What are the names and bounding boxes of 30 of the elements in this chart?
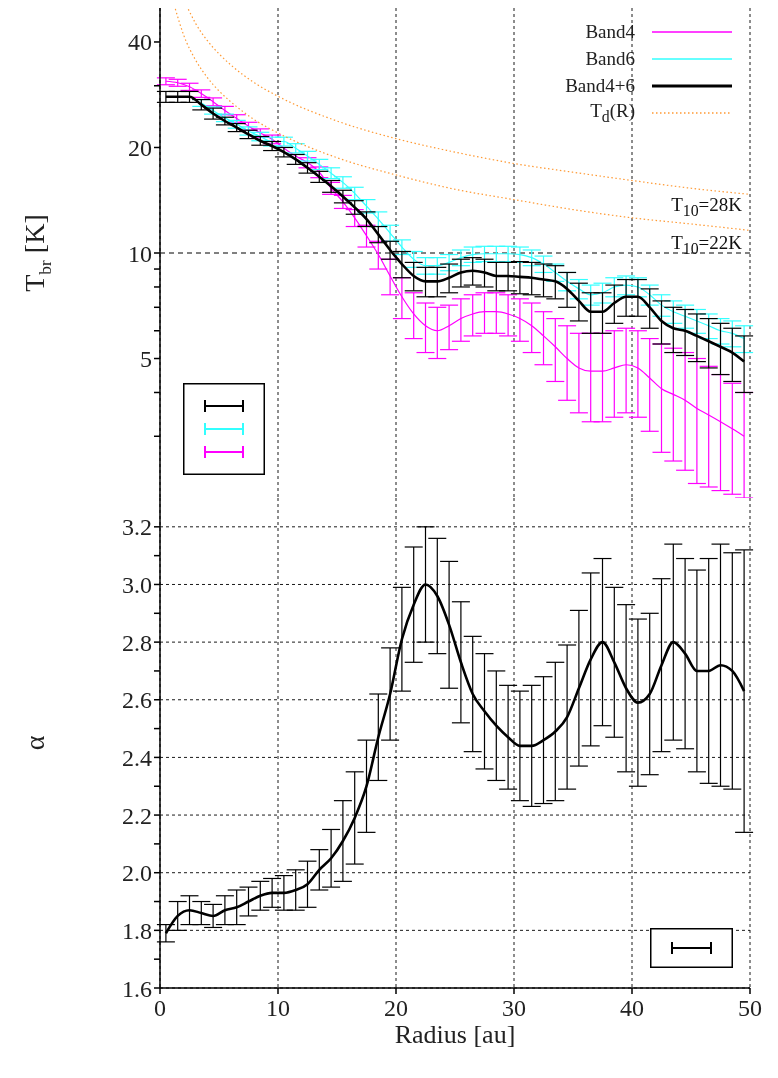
annotation: T$_{10}$=28K [671,194,742,220]
y-tick-label: 2.2 [122,802,152,829]
y-axis-title: α [19,735,51,751]
legend-label: T$_{d}$(R) [590,99,635,126]
y-tick-label: 20 [128,135,152,161]
x-tick-label: 20 [384,995,408,1021]
x-tick-label: 40 [620,995,644,1021]
y-tick-label: 2.0 [122,860,152,887]
y-tick-label: 10 [128,240,152,267]
y-tick-label: 5 [140,346,152,373]
legend-label: Band4 [585,20,635,43]
line-series [174,8,750,232]
y-tick-label: 3.2 [122,514,152,541]
x-tick-label: 30 [502,995,526,1021]
legend-label: Band6 [585,47,635,70]
legend-label: Band4+6 [565,74,635,97]
y-tick-label: 2.4 [122,744,152,771]
annotation: T$_{10}$=22K [671,232,742,258]
y-tick-label: 1.6 [122,975,152,1002]
x-tick-label: 10 [266,995,290,1021]
x-axis-title: Radius [au] [394,1020,516,1049]
x-tick-label: 50 [738,995,762,1021]
line-series [187,8,750,195]
y-tick-label: 3.0 [122,571,152,598]
line-series [200,102,745,340]
y-tick-label: 2.8 [122,629,152,656]
y-tick-label: 2.6 [122,687,152,714]
y-tick-label: 1.8 [122,917,152,944]
x-tick-label: 0 [154,995,166,1021]
y-tick-label: 40 [128,29,152,56]
